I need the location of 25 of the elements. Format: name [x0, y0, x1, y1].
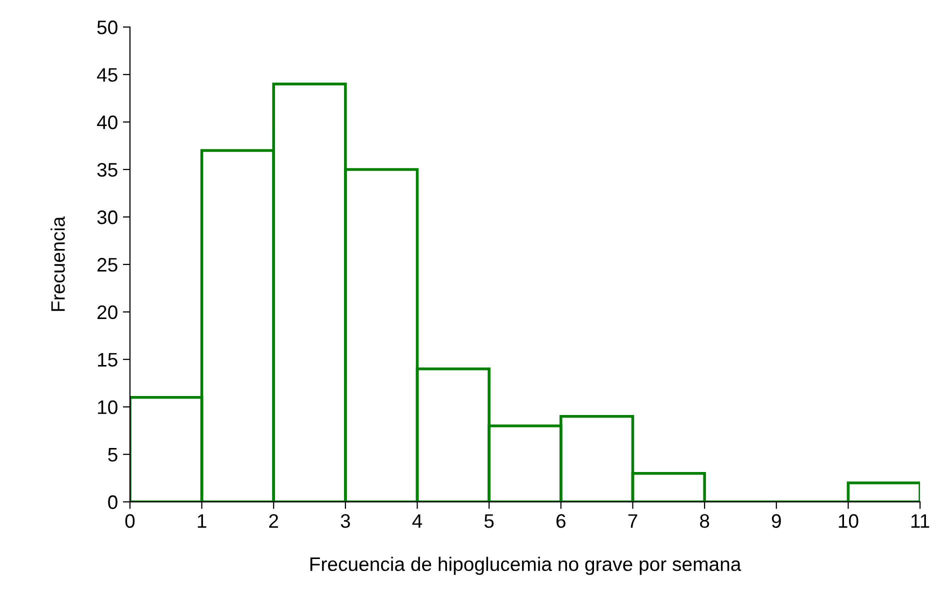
y-tick-label: 25 — [98, 258, 118, 272]
y-tick-label: 45 — [96, 68, 118, 82]
y-tick-label: 0 — [108, 495, 118, 510]
x-tick-label: 1 — [198, 514, 206, 528]
y-tick-label: 5 — [108, 448, 118, 462]
y-axis-title: Frecuencia — [50, 216, 65, 311]
y-tick-label: 35 — [97, 162, 118, 177]
x-tick-label: 6 — [556, 514, 566, 528]
y-tick-label: 20 — [98, 305, 118, 320]
x-tick-label: 8 — [700, 514, 710, 528]
x-tick-label: 11 — [911, 514, 930, 528]
x-tick-label: 10 — [838, 514, 858, 528]
x-axis-title: Frecuencia de hipoglucemia no grave por semana — [310, 556, 742, 575]
x-tick-label: 4 — [412, 514, 422, 528]
y-tick-label: 40 — [96, 115, 118, 130]
x-tick-label: 3 — [340, 514, 350, 528]
x-tick-label: 0 — [125, 514, 135, 528]
x-tick-label: 5 — [484, 514, 494, 528]
y-tick-label: 15 — [98, 353, 118, 367]
y-tick-label: 10 — [98, 400, 118, 414]
x-tick-label: 9 — [772, 514, 781, 528]
y-tick-label: 30 — [97, 210, 118, 224]
x-tick-label: 2 — [269, 514, 278, 528]
y-tick-label: 50 — [97, 20, 118, 34]
x-tick-label: 7 — [628, 514, 638, 528]
